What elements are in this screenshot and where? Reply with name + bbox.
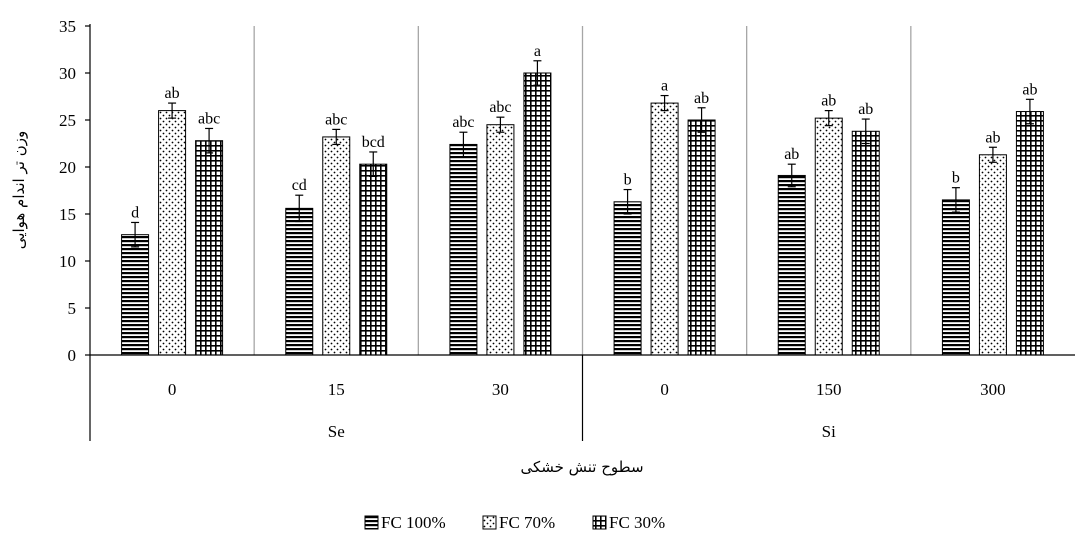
- x-tick-label: 0: [660, 380, 669, 399]
- bar: [814, 117, 843, 356]
- error-bar: [459, 131, 468, 158]
- bar: [158, 110, 187, 356]
- legend-item: FC 70%: [482, 513, 555, 532]
- significance-label: ab: [1022, 81, 1037, 98]
- x-axis-title: سطوح تنش خشکی: [520, 458, 643, 476]
- error-bar: [623, 188, 632, 215]
- significance-label: b: [624, 172, 632, 189]
- y-tick-label: 5: [68, 299, 77, 318]
- bar: [322, 136, 351, 356]
- significance-label: ab: [784, 146, 799, 163]
- error-bar: [951, 187, 960, 213]
- y-tick-label: 30: [59, 64, 76, 83]
- error-bar: [369, 151, 378, 177]
- significance-label: ab: [858, 101, 873, 118]
- bar: [650, 102, 679, 356]
- error-bar: [168, 102, 177, 119]
- bar: [523, 72, 552, 356]
- significance-label: abc: [198, 110, 220, 127]
- bar: [285, 207, 314, 356]
- category-separators: [253, 26, 912, 355]
- significance-label: b: [952, 170, 960, 187]
- legend-item: FC 30%: [592, 513, 665, 532]
- error-bar: [295, 194, 304, 223]
- legend-swatch: [364, 515, 379, 530]
- bar: [941, 199, 970, 356]
- x-tick-label: 150: [816, 380, 842, 399]
- error-bar: [988, 146, 997, 163]
- legend-label: FC 30%: [609, 513, 665, 532]
- bar: [449, 143, 478, 356]
- bar: [486, 124, 515, 356]
- significance-label: ab: [165, 85, 180, 102]
- significance-label: a: [534, 43, 541, 60]
- significance-label: a: [661, 78, 668, 95]
- error-bar: [131, 221, 140, 248]
- y-axis: 0 5 10 15 20 25 30 35: [59, 17, 91, 365]
- error-bar: [205, 127, 214, 154]
- bar: [978, 154, 1007, 356]
- legend-swatch: [482, 515, 497, 530]
- error-bar: [697, 107, 706, 133]
- error-bar: [660, 94, 669, 112]
- error-bar: [496, 116, 505, 133]
- significance-label: ab: [821, 93, 836, 110]
- x-tick-label: 30: [492, 380, 509, 399]
- bar: [1015, 111, 1044, 356]
- bar: [687, 119, 716, 356]
- significance-label: bcd: [362, 134, 385, 151]
- bars: [121, 72, 1044, 356]
- legend-item: FC 100%: [364, 513, 446, 532]
- bar: [613, 201, 642, 356]
- error-bar: [824, 109, 833, 127]
- significance-label: abc: [325, 111, 347, 128]
- bar: [359, 163, 388, 356]
- significance-label: ab: [694, 90, 709, 107]
- y-tick-label: 35: [59, 17, 76, 36]
- error-bars: [131, 60, 1034, 248]
- error-bar: [533, 60, 542, 86]
- legend-label: FC 100%: [381, 513, 446, 532]
- bar: [121, 234, 150, 356]
- error-bar: [861, 118, 870, 145]
- significance-label: ab: [985, 129, 1000, 146]
- y-tick-label: 0: [68, 346, 77, 365]
- y-tick-label: 15: [59, 205, 76, 224]
- y-tick-label: 25: [59, 111, 76, 130]
- legend: FC 100% FC 70% FC 30%: [364, 513, 665, 532]
- x-tick-label: 15: [328, 380, 345, 399]
- y-tick-label: 20: [59, 158, 76, 177]
- group-label: Se: [328, 422, 345, 441]
- legend-label: FC 70%: [499, 513, 555, 532]
- significance-label: d: [131, 204, 139, 221]
- error-bar: [1025, 98, 1034, 125]
- error-bar: [787, 163, 796, 188]
- x-tick-label: 300: [980, 380, 1006, 399]
- bar: [195, 140, 224, 356]
- significance-label: abc: [452, 114, 474, 131]
- significance-label: cd: [292, 177, 307, 194]
- y-tick-label: 10: [59, 252, 76, 271]
- x-tick-label: 0: [168, 380, 177, 399]
- legend-swatch: [592, 515, 607, 530]
- bar: [777, 174, 806, 356]
- group-label: Si: [822, 422, 836, 441]
- significance-label: abc: [489, 99, 511, 116]
- y-axis-title: وزن تر اندام هوایی: [10, 131, 28, 249]
- error-bar: [332, 128, 341, 146]
- bar: [851, 130, 880, 356]
